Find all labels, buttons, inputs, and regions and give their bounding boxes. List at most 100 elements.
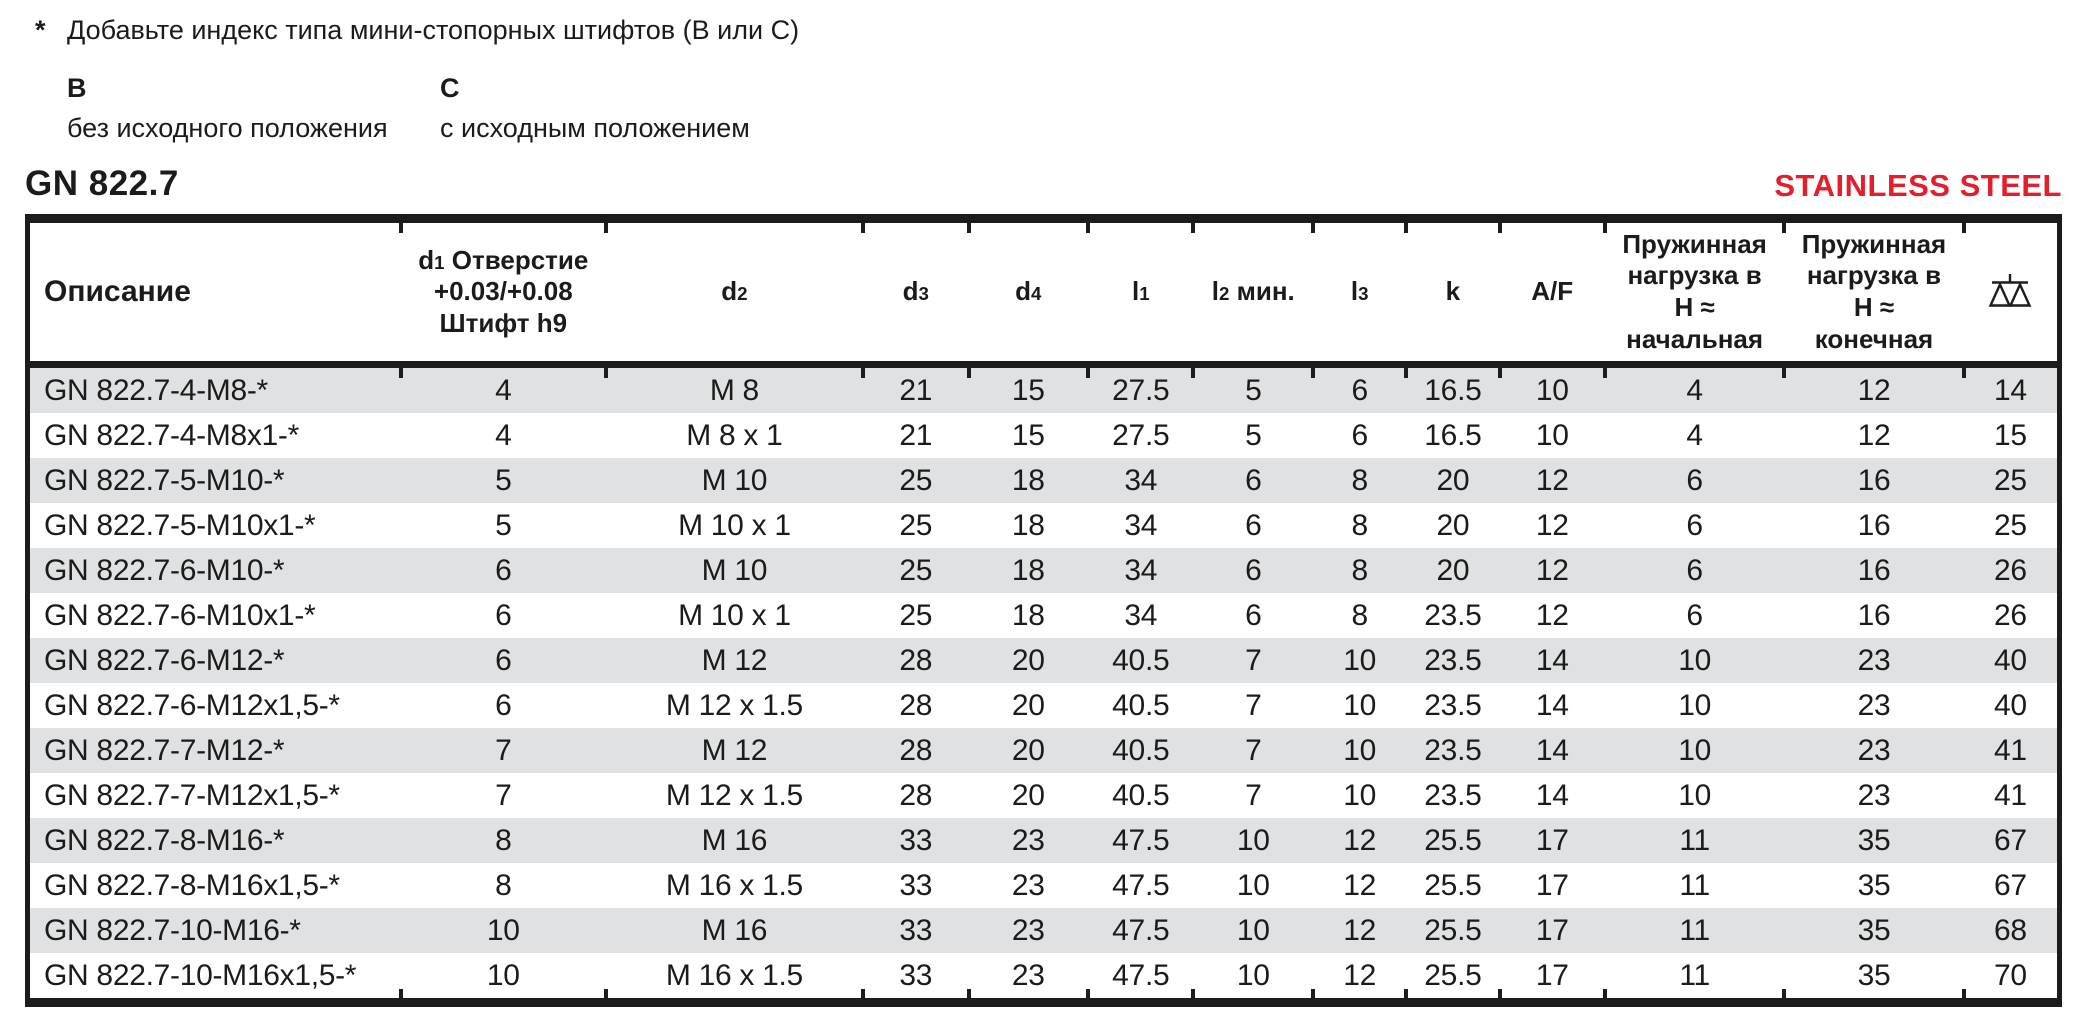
table-row: GN 822.7-4-M8x1-* 4 M 8 x 1 21 15 27.5 5 6 16.5 1…	[30, 413, 2057, 458]
type-description: с исходным положением	[440, 112, 750, 143]
value-cell: 12	[1535, 598, 1569, 632]
value-cell: 10	[1497, 368, 1605, 414]
value-cell: 25	[863, 458, 969, 504]
value-cell: M 10 x 1	[678, 598, 791, 632]
value-cell: 40	[1993, 688, 2027, 722]
stainless-steel-badge: STAINLESS STEEL	[1774, 168, 2062, 204]
value-cell: 10	[1193, 908, 1314, 954]
value-cell: 10	[1191, 953, 1313, 999]
value-cell: 6	[1686, 598, 1703, 632]
value-cell: 23.5	[1406, 638, 1500, 684]
value-cell: 12	[1313, 908, 1407, 954]
value-cell: 40.5	[1112, 688, 1170, 722]
column-header-d3: d3	[861, 223, 969, 369]
value-cell: 4	[398, 368, 606, 414]
value-cell: 12	[1499, 458, 1605, 504]
value-cell: 33	[899, 868, 933, 902]
value-cell: 15	[966, 368, 1089, 414]
value-cell: 6	[495, 688, 512, 722]
value-cell: 14	[1535, 688, 1569, 722]
table-row: GN 822.7-5-M10-* 5 M 10 25 18 34 6 8 20 12 6 16 25	[30, 458, 2057, 504]
value-cell: 8	[1313, 548, 1407, 594]
value-cell: 67	[1993, 868, 2027, 902]
value-cell: 14	[1535, 778, 1569, 812]
value-cell: 33	[863, 818, 969, 864]
value-cell: 17	[1499, 908, 1605, 954]
part-number-cell: GN 822.7-8-M16x1,5-*	[44, 868, 340, 902]
value-cell: 15	[1993, 418, 2027, 452]
value-cell: 10	[1193, 818, 1314, 864]
value-cell: 20	[1406, 548, 1500, 594]
value-cell: 11	[1604, 818, 1785, 864]
value-cell: 10	[398, 953, 606, 999]
value-cell: 10	[1313, 728, 1407, 774]
value-cell: 10	[1343, 688, 1377, 722]
value-cell: 40.5	[1088, 638, 1194, 684]
value-cell: 28	[899, 688, 933, 722]
value-cell: 28	[899, 778, 933, 812]
value-cell: 16.5	[1404, 368, 1500, 414]
value-cell: 7	[1193, 638, 1314, 684]
value-cell: 34	[1124, 508, 1158, 542]
table-row: GN 822.7-6-M10x1-* 6 M 10 x 1 25 18 34 6 8 23.5 1…	[30, 593, 2057, 638]
table-row: GN 822.7-6-M10-* 6 M 10 25 18 34 6 8 20 12 6 16 26	[30, 548, 2057, 594]
value-cell: 23	[968, 908, 1089, 954]
value-cell: 6	[1604, 458, 1785, 504]
value-cell: M 8 x 1	[686, 418, 783, 452]
part-number-cell: GN 822.7-7-M12-*	[30, 728, 401, 774]
footnote: * Добавьте индекс типа мини-стопорных шт…	[35, 14, 2062, 46]
table-row: GN 822.7-8-M16x1,5-* 8 M 16 x 1.5 33 23 47.5 1…	[30, 863, 2057, 908]
value-cell: 6	[1245, 598, 1262, 632]
value-cell: 14	[1499, 728, 1605, 774]
value-cell: 23	[1784, 638, 1964, 684]
value-cell: 8	[400, 818, 606, 864]
type-option-c: C с исходным положением	[440, 72, 813, 144]
value-cell: 23	[1011, 868, 1045, 902]
value-cell: 26	[1963, 548, 2057, 594]
value-cell: 16	[1784, 458, 1964, 504]
table-row: GN 822.7-5-M10x1-* 5 M 10 x 1 25 18 34 6 8 20 12 6…	[30, 503, 2057, 548]
table-row: GN 822.7-6-M12x1,5-* 6 M 12 x 1.5 28 20 40.5 7…	[30, 683, 2057, 728]
column-header-d4: d4	[966, 223, 1089, 369]
value-cell: 17	[1497, 953, 1605, 999]
value-cell: 17	[1499, 818, 1605, 864]
value-cell: 35	[1857, 868, 1891, 902]
column-header-l3: l3	[1311, 223, 1407, 369]
value-cell: 20	[968, 728, 1089, 774]
value-cell: 15	[1011, 418, 1045, 452]
value-cell: 23	[1857, 778, 1891, 812]
value-cell: 4	[1602, 368, 1785, 414]
value-cell: 14	[1961, 368, 2057, 414]
value-cell: 21	[861, 368, 969, 414]
value-cell: 41	[1993, 778, 2027, 812]
table-row: GN 822.7-4-M8-* 4 M 8 21 15 27.5 5 6 16.5 10 4 12 14	[30, 368, 2057, 414]
value-cell: 8	[1351, 598, 1368, 632]
value-cell: 23	[1857, 688, 1891, 722]
value-cell: 23	[968, 818, 1089, 864]
value-cell: 20	[1011, 778, 1045, 812]
column-header-l2-min: l2 мин.	[1191, 223, 1314, 369]
value-cell: 12	[1535, 508, 1569, 542]
value-cell: 5	[1245, 418, 1262, 452]
value-cell: 4	[1686, 418, 1703, 452]
value-cell: 41	[1963, 728, 2057, 774]
footnote-text: Добавьте индекс типа мини-стопорных штиф…	[67, 15, 800, 45]
part-number-cell: GN 822.7-6-M12x1,5-*	[44, 688, 340, 722]
value-cell: 34	[1088, 548, 1194, 594]
value-cell: 25.5	[1406, 818, 1500, 864]
value-cell: M 10	[605, 548, 864, 594]
footnote-marker: *	[35, 15, 46, 45]
column-header-l1: l1	[1086, 223, 1194, 369]
value-cell: 20	[968, 638, 1089, 684]
column-header-weight	[1961, 223, 2057, 369]
value-cell: 10	[1313, 638, 1407, 684]
value-cell: 6	[1245, 508, 1262, 542]
value-cell: M 16	[605, 818, 864, 864]
value-cell: 6	[1193, 458, 1314, 504]
value-cell: M 16 x 1.5	[665, 868, 803, 902]
value-cell: 10	[1678, 688, 1711, 722]
value-cell: M 12	[605, 638, 864, 684]
value-cell: 6	[1351, 418, 1368, 452]
value-cell: 6	[1686, 508, 1703, 542]
